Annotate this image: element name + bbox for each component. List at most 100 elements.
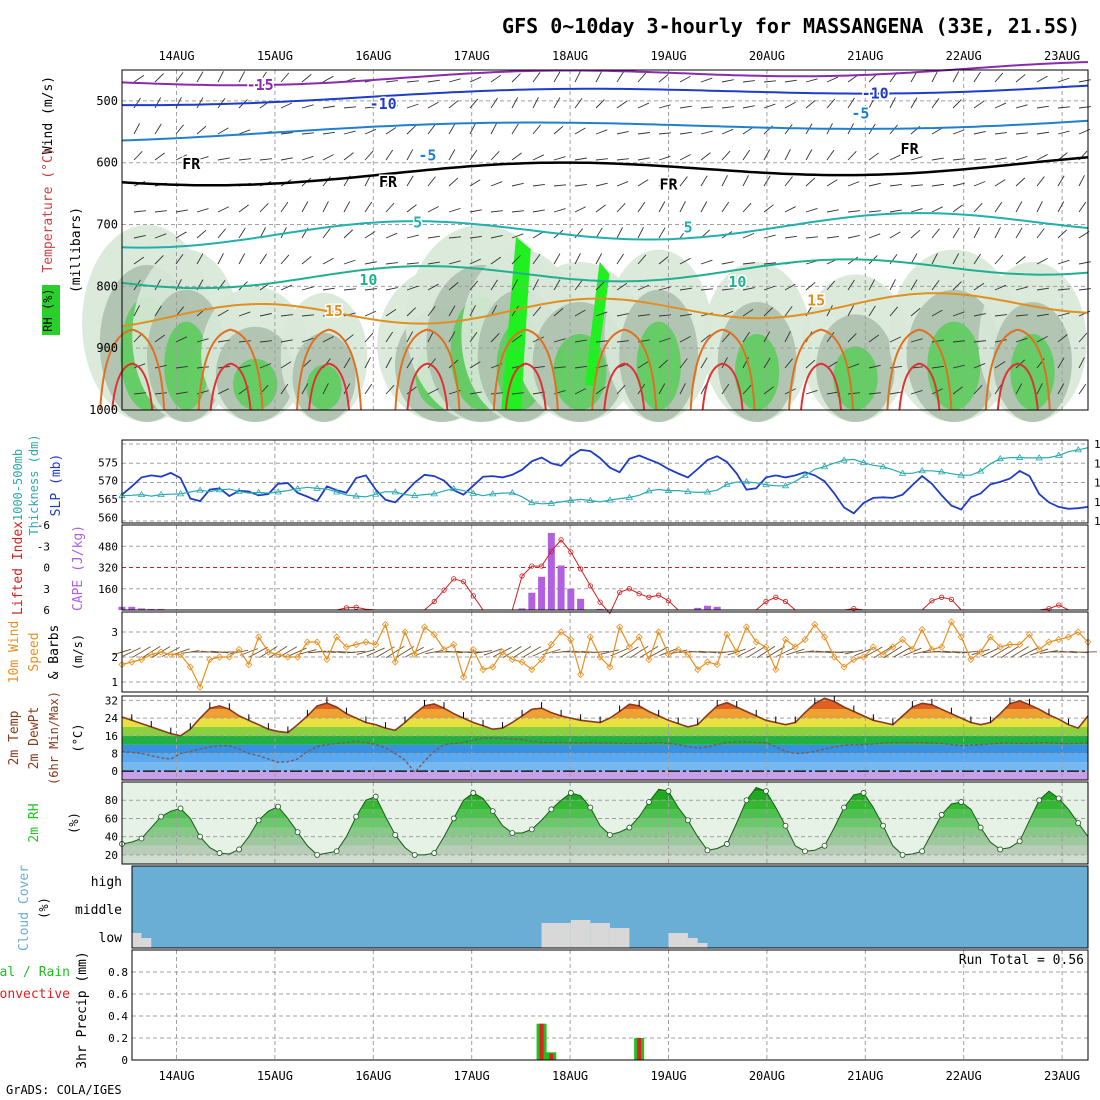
upper-wind-barb [1036, 313, 1049, 317]
upper-wind-barb [847, 256, 859, 265]
upper-wind-barb [448, 149, 456, 161]
upper-wind-barb [742, 105, 755, 109]
wind-barb [893, 646, 912, 658]
upper-wind-barb [1057, 383, 1065, 395]
upper-wind-barb [721, 128, 734, 135]
panel-frame [121, 524, 1089, 611]
thickness-tick-label: 565 [98, 493, 118, 506]
upper-wind-barb [889, 231, 901, 239]
upper-wind-barb [847, 97, 855, 109]
upper-wind-barb [154, 392, 167, 395]
wind-barb [395, 646, 415, 658]
wind-barb [347, 650, 366, 654]
thickness-point [1074, 446, 1082, 453]
upper-wind-barb [448, 100, 459, 109]
wind-speed-point [401, 628, 409, 636]
upper-wind-barb [1036, 105, 1049, 109]
wind-speed-point [137, 655, 146, 664]
upper-wind-barb [952, 99, 962, 109]
upper-wind-barb [175, 72, 184, 83]
upper-wind-barb [616, 227, 623, 239]
upper-wind-barb [364, 261, 377, 265]
upper-wind-barb [994, 339, 1007, 343]
upper-wind-barb [1036, 176, 1045, 187]
wind-speed-tick-label: 2 [111, 651, 118, 664]
upper-wind-barb [742, 331, 751, 343]
cloud-unit-label: (%) [37, 897, 51, 919]
wind-barb [981, 647, 1000, 657]
contour-label: 5 [684, 219, 693, 237]
upper-wind-barb [532, 72, 541, 83]
upper-wind-barb [742, 127, 754, 135]
temp-band [122, 718, 1088, 727]
upper-wind-barb [301, 337, 314, 343]
upper-wind-barb [343, 201, 351, 213]
date-label-top: 21AUG [847, 49, 883, 63]
upper-wind-barb [154, 334, 165, 343]
upper-wind-barb [364, 201, 373, 213]
upper-wind-barb [616, 100, 628, 109]
temp-band [122, 753, 1088, 763]
contour-label: -10 [370, 95, 397, 113]
thickness-point [781, 482, 790, 489]
wind-speed-point [508, 655, 516, 664]
thickness-point [898, 469, 907, 476]
upper-wind-barb [259, 340, 272, 343]
upper-wind-barb [469, 258, 482, 265]
upper-wind-barb [1078, 383, 1087, 395]
temp-contour-20 [689, 328, 756, 411]
slp-tick-label: 1020 [1094, 477, 1100, 490]
upper-wind-barb [574, 388, 586, 395]
upper-wind-barb [364, 383, 373, 395]
wind-barb [317, 651, 336, 653]
thickness-point [820, 462, 829, 470]
rh-band [122, 836, 1088, 846]
upper-wind-barb [1078, 332, 1088, 343]
lifted-index-point [568, 549, 574, 555]
upper-wind-barb [406, 80, 419, 83]
upper-wind-barb [721, 106, 734, 109]
millibars-axis-label: (millibars) [69, 207, 84, 293]
upper-wind-barb [301, 314, 314, 317]
upper-wind-barb [868, 182, 881, 187]
upper-wind-barb [1057, 201, 1065, 213]
upper-wind-barb [280, 102, 293, 109]
upper-wind-barb [511, 279, 519, 291]
rh-tick-label: 60 [105, 812, 118, 825]
rh-band [122, 845, 1088, 855]
wind-speed-point [947, 618, 955, 626]
precip-convective-bar [637, 1038, 642, 1060]
upper-wind-barb [133, 74, 145, 83]
temp-contour-20 [591, 328, 658, 411]
rh-point [431, 850, 438, 856]
lifted-index-point [597, 599, 603, 605]
wind-speed-point [235, 645, 243, 654]
upper-wind-barb [847, 74, 859, 83]
rh-point [294, 829, 301, 836]
upper-wind-barb [1036, 257, 1048, 265]
rh-shade-moist [1010, 334, 1055, 410]
lifted-index-point [460, 579, 467, 585]
dewpoint-series-line [121, 737, 1089, 774]
upper-wind-barb [763, 262, 776, 265]
wind-speed-point [538, 655, 546, 664]
pressure-tick-label: 500 [96, 94, 118, 108]
upper-wind-barb [406, 285, 419, 291]
upper-wind-barb [406, 331, 414, 343]
rh-shade-moist [833, 346, 878, 410]
wind-barb [288, 647, 307, 657]
upper-wind-barb [637, 102, 650, 109]
upper-wind-barb [826, 98, 836, 109]
wind-speed-point [128, 658, 136, 666]
upper-wind-barb [280, 157, 293, 161]
date-label-bottom: 16AUG [355, 1069, 391, 1083]
thickness-point [254, 488, 263, 495]
upper-wind-barb [301, 74, 312, 83]
contour-label: -15 [247, 76, 274, 94]
upper-wind-barb [658, 256, 669, 265]
upper-wind-barb [637, 157, 650, 161]
upper-wind-barb [532, 254, 541, 265]
wind-speed-point [723, 630, 731, 639]
upper-wind-barb [637, 179, 649, 187]
date-label-bottom: 20AUG [749, 1069, 785, 1083]
